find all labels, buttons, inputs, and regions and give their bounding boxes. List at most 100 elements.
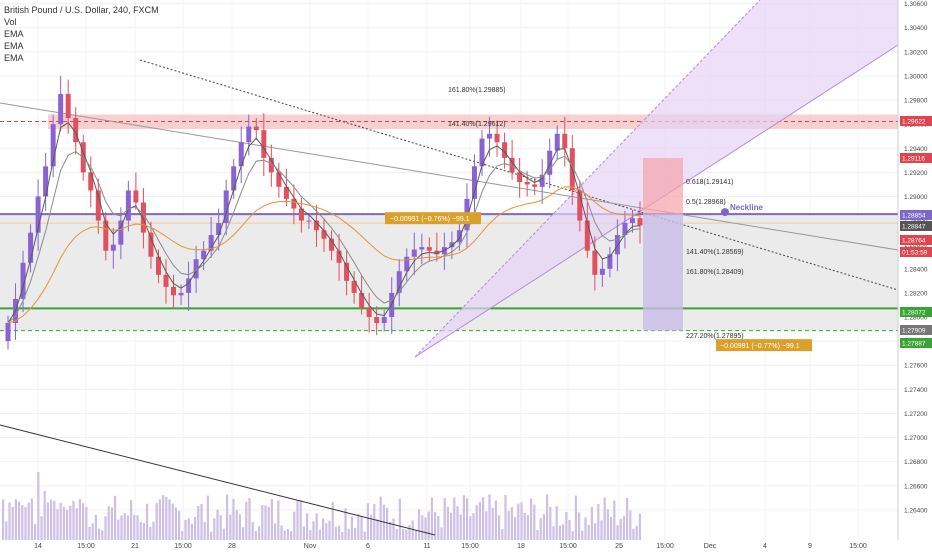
candle-body [298,208,304,221]
indicator-ema-1: EMA [4,29,24,39]
candle-body [344,262,350,281]
volume-bar [562,524,565,540]
volume-bar [312,521,315,540]
volume-bar [517,503,520,540]
volume-bar [590,507,593,540]
x-axis-tick-label: 15:00 [656,543,674,550]
volume-bar [450,513,453,540]
volume-bar [581,530,584,540]
volume-bar [216,509,219,540]
fib-label: 141.40%(1.28569) [686,249,744,256]
candle-body [592,250,598,275]
volume-bar [267,506,270,540]
volume-bar [379,496,382,540]
candle-body [547,150,553,175]
candle-body [374,317,380,324]
x-axis-panel [0,540,932,550]
candle-body [58,94,64,125]
candle-body [509,157,515,173]
volume-bar [290,531,293,540]
volume-bar [59,502,62,540]
x-axis-tick-label: 21 [131,543,139,550]
volume-bar [280,525,283,540]
neckline-marker [721,208,729,217]
candle-body [118,220,124,245]
volume-bar [466,498,469,540]
volume-bar [427,511,430,540]
volume-bar [507,510,510,540]
volume-bar [616,525,619,540]
volume-bar [370,514,373,540]
candle-body [637,218,643,226]
candle-body [261,130,267,158]
volume-bar [82,503,85,540]
candle-body [629,218,635,223]
candle-body [186,278,192,293]
x-axis-tick-label: 15:00 [77,543,95,550]
price-tag-label: 1.29622 [902,119,926,126]
volume-bar [510,507,513,540]
volume-bar [392,518,395,540]
volume-bar [373,503,376,540]
candle-body [532,184,538,187]
candle-body [276,172,282,187]
candle-body [359,292,365,308]
candle-body [524,182,530,185]
ema-slow-line [7,186,641,324]
volume-bar [398,498,401,540]
price-tag-label: 01:53:59 [902,250,928,257]
volume-bar [443,497,446,540]
volume-bar [408,524,411,540]
volume-bar [626,498,629,540]
volume-bar [133,514,136,540]
candle-body [223,190,229,223]
volume-bar [219,515,222,540]
x-axis-tick-label: Dec [704,543,717,550]
x-axis-tick-label: 18 [517,543,525,550]
price-tag-label: 1.28847 [902,224,926,231]
candle-body [163,274,169,287]
fib-label: 227.20%(1.27895) [686,333,744,340]
y-axis-tick-label: 1.29200 [904,170,928,177]
candle-body [238,142,244,167]
volume-bar [242,527,245,540]
price-tag [900,153,932,163]
volume-bar [347,528,350,540]
volume-bar [552,526,555,540]
ema-mid-line [7,151,641,324]
volume-bar [472,513,475,540]
volume-bar [75,508,78,540]
candle-body [50,124,56,167]
volume-bar [203,521,206,540]
y-axis-tick-label: 1.30200 [904,49,928,56]
volume-bar [578,512,581,540]
volume-bar [30,498,33,540]
volume-bar [264,505,267,540]
volume-bar [117,519,120,540]
volume-bar [110,507,113,540]
volume-bar [11,507,14,540]
volume-bar [14,499,17,540]
volume-bar [536,530,539,540]
volume-bar [24,507,27,540]
volume-bar [430,497,433,540]
candle-body [554,133,560,151]
volume-bar [213,518,216,540]
volume-bar [283,530,286,540]
candle-body [321,230,327,239]
volume-bar [5,521,8,540]
volume-bar [469,516,472,540]
candle-body [208,235,214,251]
measure-label-1-bg [385,212,481,225]
volume-bar [533,504,536,540]
volume-bar [539,517,542,540]
ema-fast-line [7,122,641,324]
y-axis-tick-label: 1.26600 [904,483,928,490]
volume-bar [181,531,184,540]
volume-bar [504,495,507,540]
volume-bar [558,525,561,540]
volume-bar [91,523,94,540]
volume-bar [43,490,46,540]
